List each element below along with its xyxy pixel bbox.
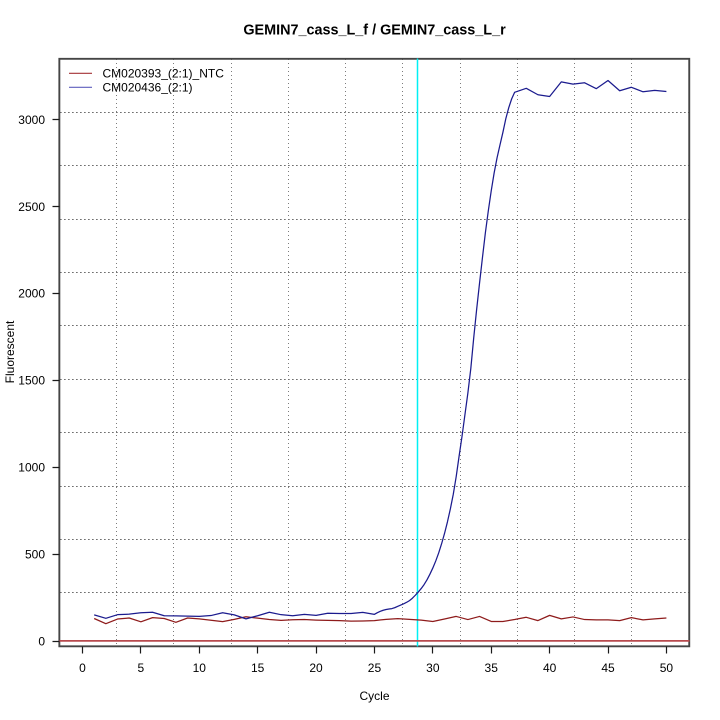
svg-text:15: 15 bbox=[251, 661, 265, 675]
svg-text:5: 5 bbox=[138, 661, 145, 675]
svg-text:CM020436_(2:1): CM020436_(2:1) bbox=[103, 81, 193, 95]
svg-text:500: 500 bbox=[25, 547, 45, 561]
svg-text:2000: 2000 bbox=[18, 287, 45, 301]
svg-text:3000: 3000 bbox=[18, 113, 45, 127]
svg-text:1500: 1500 bbox=[18, 374, 45, 388]
svg-text:GEMIN7_cass_L_f / GEMIN7_cass_: GEMIN7_cass_L_f / GEMIN7_cass_L_r bbox=[243, 22, 506, 38]
svg-text:1000: 1000 bbox=[18, 461, 45, 475]
svg-text:35: 35 bbox=[485, 661, 499, 675]
svg-text:Fluorescent: Fluorescent bbox=[3, 320, 17, 383]
svg-text:30: 30 bbox=[426, 661, 440, 675]
svg-text:CM020393_(2:1)_NTC: CM020393_(2:1)_NTC bbox=[103, 67, 225, 81]
svg-text:25: 25 bbox=[368, 661, 382, 675]
svg-text:20: 20 bbox=[309, 661, 323, 675]
svg-text:0: 0 bbox=[38, 634, 45, 648]
svg-text:10: 10 bbox=[193, 661, 207, 675]
svg-text:40: 40 bbox=[543, 661, 557, 675]
svg-text:50: 50 bbox=[660, 661, 674, 675]
svg-text:2500: 2500 bbox=[18, 200, 45, 214]
svg-text:45: 45 bbox=[601, 661, 615, 675]
svg-text:Cycle: Cycle bbox=[359, 689, 389, 703]
svg-text:0: 0 bbox=[79, 661, 86, 675]
